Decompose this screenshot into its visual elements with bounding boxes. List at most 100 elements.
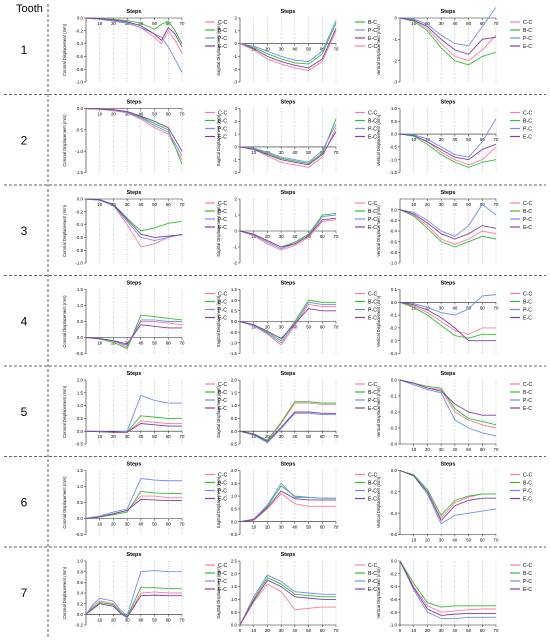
series-line-p-c: [399, 379, 497, 437]
legend-label: B-C: [368, 571, 377, 577]
x-tick-label: 0: [239, 628, 242, 633]
y-tick-label: -0.2: [389, 489, 397, 494]
y-tick-label: -0.8: [75, 248, 83, 253]
x-tick-label: 10: [411, 202, 416, 207]
x-tick-label: 20: [111, 21, 116, 26]
tooth-number-label: 3: [21, 224, 28, 238]
x-tick-label: 70: [494, 137, 499, 142]
legend-label: B-C: [523, 390, 532, 396]
x-tick-label: 40: [452, 202, 457, 207]
y-tick-label: 0.5: [231, 610, 238, 615]
series-line-p-c: [239, 301, 336, 344]
y-tick-label: -1.0: [75, 149, 83, 154]
x-tick-label: 50: [306, 525, 311, 530]
y-tick-label: 0.2: [77, 601, 84, 606]
y-tick-label: 1: [235, 213, 238, 218]
x-tick-label: 70: [180, 112, 185, 117]
x-tick-label: 20: [265, 47, 270, 52]
series-line-p-c: [399, 470, 497, 525]
y-tick-label: -1: [233, 54, 237, 59]
legend-label: P-C: [218, 308, 227, 314]
y-tick-label: 0.4: [77, 591, 84, 596]
chart-title: Steps: [127, 281, 142, 287]
y-tick-label: 1.0: [391, 106, 398, 111]
series-line-b-c: [239, 577, 336, 626]
legend-label: P-C: [218, 36, 227, 42]
tooth-number-label: 7: [21, 586, 28, 600]
legend-label: C-C: [368, 201, 377, 207]
y-tick-label: 1.0: [77, 403, 84, 408]
x-tick-label: 20: [425, 447, 430, 452]
series-line-p-c: [399, 7, 497, 47]
x-tick-label: 40: [452, 538, 457, 543]
x-tick-label: 60: [166, 112, 171, 117]
y-tick-label: 1.0: [77, 484, 84, 489]
series-line-b-c: [239, 401, 336, 441]
x-tick-label: 40: [292, 325, 297, 330]
y-tick-label: -0.5: [75, 127, 83, 132]
chart-title: Steps: [441, 462, 456, 468]
y-tick-label: -0.5: [229, 532, 237, 537]
y-tick-label: 1.5: [77, 468, 84, 473]
tooth-number-label: 1: [21, 43, 28, 57]
legend-label: B-C: [368, 119, 377, 125]
legend-label: P-C: [368, 398, 377, 404]
legend-label: B-C: [368, 300, 377, 306]
chart-tooth-3-coronal: Steps Coronal Displacement (mm) 0.0 -0.2 -0.…: [62, 190, 227, 266]
series-line-p-c: [399, 203, 497, 237]
chart-tooth-5-vertical: Steps Vertical Displacement (mm) 0.0 -0.1 -0…: [376, 371, 532, 452]
y-tick-label: 0.5: [77, 500, 84, 505]
y-tick-label: 1: [235, 28, 238, 33]
series-line-p-c: [239, 412, 336, 444]
legend-label: E-C: [368, 316, 377, 322]
x-tick-label: 10: [251, 325, 256, 330]
y-tick-label: 2.0: [231, 571, 238, 576]
series-line-c-c: [399, 209, 497, 245]
x-tick-label: 30: [279, 628, 284, 633]
series-line-c-c: [239, 583, 336, 626]
y-tick-label: -0.6: [389, 239, 397, 244]
chart-tooth-2-coronal: Steps Coronal Displacement (mm) 0.0 -0.5 -1.…: [62, 100, 227, 176]
series-line-e-c: [85, 17, 183, 48]
x-tick-label: 20: [111, 112, 116, 117]
series-line-b-c: [239, 22, 337, 65]
x-tick-label: 10: [411, 21, 416, 26]
x-tick-label: 50: [306, 47, 311, 52]
x-tick-label: 30: [125, 202, 130, 207]
y-tick-label: 0.5: [77, 416, 84, 421]
y-tick-label: -0.4: [389, 229, 397, 234]
y-axis-label: Sagittal Displacement (mm): [216, 205, 221, 257]
y-tick-label: -1.0: [75, 261, 83, 266]
x-tick-label: 40: [452, 137, 457, 142]
series-line-p-c: [399, 118, 497, 158]
y-tick-label: 1.0: [77, 559, 84, 564]
y-tick-label: -2: [233, 67, 237, 72]
y-axis-label: Coronal Displacement (mm): [62, 23, 67, 76]
x-tick-label: 60: [320, 434, 325, 439]
y-tick-label: 1.0: [77, 303, 84, 308]
y-axis-label: Coronal Displacement (mm): [62, 295, 67, 348]
y-tick-label: -0.8: [389, 610, 397, 615]
y-tick-label: -2: [393, 58, 397, 63]
chart-tooth-6-coronal: Steps Coronal Displacement (mm) 1.5 1.0 0.5 0…: [62, 462, 227, 538]
y-tick-label: -0.2: [389, 218, 397, 223]
legend-label: C-C: [218, 20, 227, 26]
legend-label: P-C: [368, 217, 377, 223]
series-line-e-c: [399, 209, 497, 240]
series-line-p-c: [85, 198, 183, 242]
y-tick-label: -1.5: [389, 170, 397, 175]
x-tick-label: 10: [97, 434, 102, 439]
legend-label: C-C: [368, 563, 377, 569]
y-tick-label: 0.0: [231, 519, 238, 524]
legend-label: E-C: [523, 44, 532, 50]
series-line-c-c: [399, 379, 497, 429]
x-tick-label: 40: [292, 628, 297, 633]
y-tick-label: -1.0: [389, 623, 397, 628]
legend-label: P-C: [523, 217, 532, 223]
series-line-c-c: [239, 30, 337, 71]
y-tick-label: 0.0: [77, 106, 84, 111]
y-tick-label: 0: [235, 229, 238, 234]
x-tick-label: 20: [425, 21, 430, 26]
y-tick-label: 1.0: [231, 403, 238, 408]
